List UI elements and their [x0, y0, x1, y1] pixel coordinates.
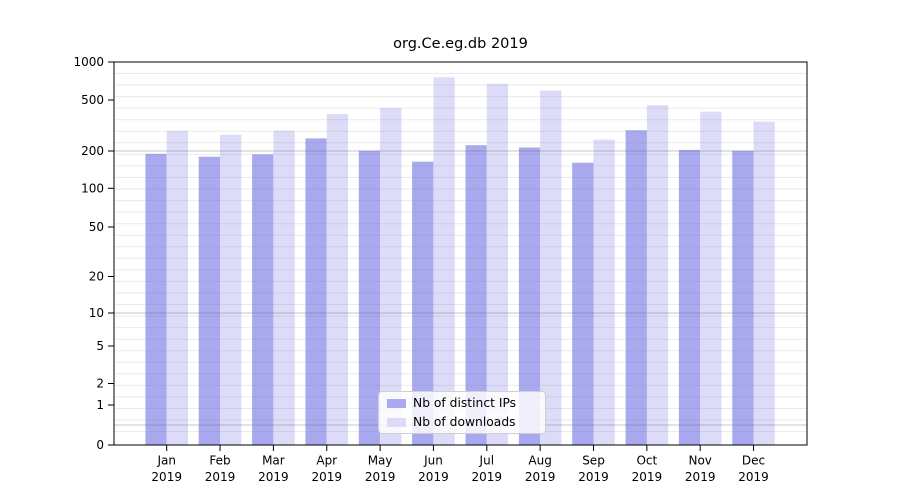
y-tick-label-500: 500: [81, 93, 104, 107]
x-tick-label-month-oct: Oct: [636, 454, 657, 468]
bar-nb-of-downloads-jul: [486, 83, 509, 446]
bar-nb-of-distinct-ips-oct: [625, 130, 647, 446]
bars-layer: [145, 77, 775, 446]
legend-item-downloads: Nb of downloads: [387, 415, 545, 430]
y-tick-label-0: 0: [96, 438, 104, 452]
y-axis: 0 1 2 5 10 20 50 100 200 500 1000: [73, 55, 114, 452]
bar-nb-of-distinct-ips-jan: [145, 153, 167, 446]
bar-nb-of-distinct-ips-jun: [412, 161, 434, 445]
plot-border: [113, 61, 808, 446]
y-tick-label-2: 2: [96, 377, 104, 391]
y-tick-label-10: 10: [89, 306, 104, 320]
bar-nb-of-downloads-dec: [753, 121, 775, 445]
bar-nb-of-downloads-aug: [540, 90, 562, 445]
x-tick-label-year-feb: 2019: [205, 470, 236, 484]
y-tick-label-20: 20: [89, 270, 104, 284]
distinct-ips-swatch-icon: [387, 398, 406, 408]
x-tick-label-month-jul: Jul: [479, 454, 494, 468]
x-tick-label-year-mar: 2019: [258, 470, 289, 484]
y-tick-label-200: 200: [81, 144, 104, 158]
bar-nb-of-downloads-may: [380, 108, 402, 445]
bar-nb-of-distinct-ips-dec: [732, 150, 754, 445]
x-tick-label-year-apr: 2019: [311, 470, 342, 484]
x-tick-label-month-feb: Feb: [209, 454, 230, 468]
x-axis: Jan 2019 Feb 2019 Mar 2019 Apr 2019 May 2019 Jun 20…: [151, 445, 769, 484]
x-tick-label-year-sep: 2019: [578, 470, 609, 484]
bar-nb-of-distinct-ips-apr: [305, 138, 327, 445]
bar-nb-of-distinct-ips-aug: [518, 147, 541, 445]
bar-nb-of-downloads-oct: [646, 105, 669, 445]
bar-nb-of-downloads-sep: [593, 139, 615, 445]
bar-nb-of-distinct-ips-nov: [678, 149, 701, 445]
plot-frame: [113, 61, 808, 446]
legend-label-distinct-ips: Nb of distinct IPs: [413, 396, 517, 410]
bar-nb-of-downloads-nov: [700, 111, 722, 445]
y-tick-label-1000: 1000: [73, 55, 104, 69]
x-tick-label-month-apr: Apr: [316, 454, 337, 468]
legend-label-downloads: Nb of downloads: [413, 415, 516, 429]
downloads-swatch-icon: [387, 417, 406, 427]
x-tick-label-month-aug: Aug: [528, 454, 551, 468]
bar-nb-of-downloads-apr: [326, 114, 349, 445]
x-tick-label-month-mar: Mar: [262, 454, 285, 468]
bar-nb-of-distinct-ips-sep: [572, 162, 594, 445]
x-tick-label-year-dec: 2019: [738, 470, 769, 484]
bar-nb-of-downloads-feb: [220, 134, 242, 445]
y-tick-label-5: 5: [96, 339, 104, 353]
x-tick-label-year-nov: 2019: [685, 470, 716, 484]
x-tick-label-month-nov: Nov: [688, 454, 711, 468]
x-tick-label-year-oct: 2019: [632, 470, 663, 484]
bar-nb-of-downloads-jun: [433, 77, 455, 446]
y-tick-label-100: 100: [81, 182, 104, 196]
x-tick-label-year-jul: 2019: [472, 470, 503, 484]
chart-title: org.Ce.eg.db 2019: [393, 36, 528, 52]
x-tick-label-year-aug: 2019: [525, 470, 556, 484]
x-tick-label-month-may: May: [368, 454, 393, 468]
x-tick-label-month-jun: Jun: [423, 454, 443, 468]
x-tick-label-year-jun: 2019: [418, 470, 449, 484]
x-tick-label-month-dec: Dec: [742, 454, 765, 468]
bar-nb-of-distinct-ips-jul: [465, 145, 487, 445]
x-tick-label-month-sep: Sep: [582, 454, 605, 468]
y-tick-label-1: 1: [96, 398, 104, 412]
bar-nb-of-distinct-ips-may: [358, 150, 381, 445]
bar-nb-of-distinct-ips-feb: [198, 156, 220, 445]
y-tick-label-50: 50: [89, 220, 104, 234]
bar-nb-of-distinct-ips-mar: [252, 154, 274, 446]
x-tick-label-month-jan: Jan: [156, 454, 176, 468]
x-tick-label-year-may: 2019: [365, 470, 396, 484]
legend-item-distinct-ips: Nb of distinct IPs: [387, 396, 545, 411]
legend: Nb of distinct IPs Nb of downloads: [378, 391, 546, 434]
x-tick-label-year-jan: 2019: [151, 470, 182, 484]
bar-nb-of-downloads-jan: [166, 130, 188, 445]
bar-nb-of-downloads-mar: [273, 130, 295, 445]
